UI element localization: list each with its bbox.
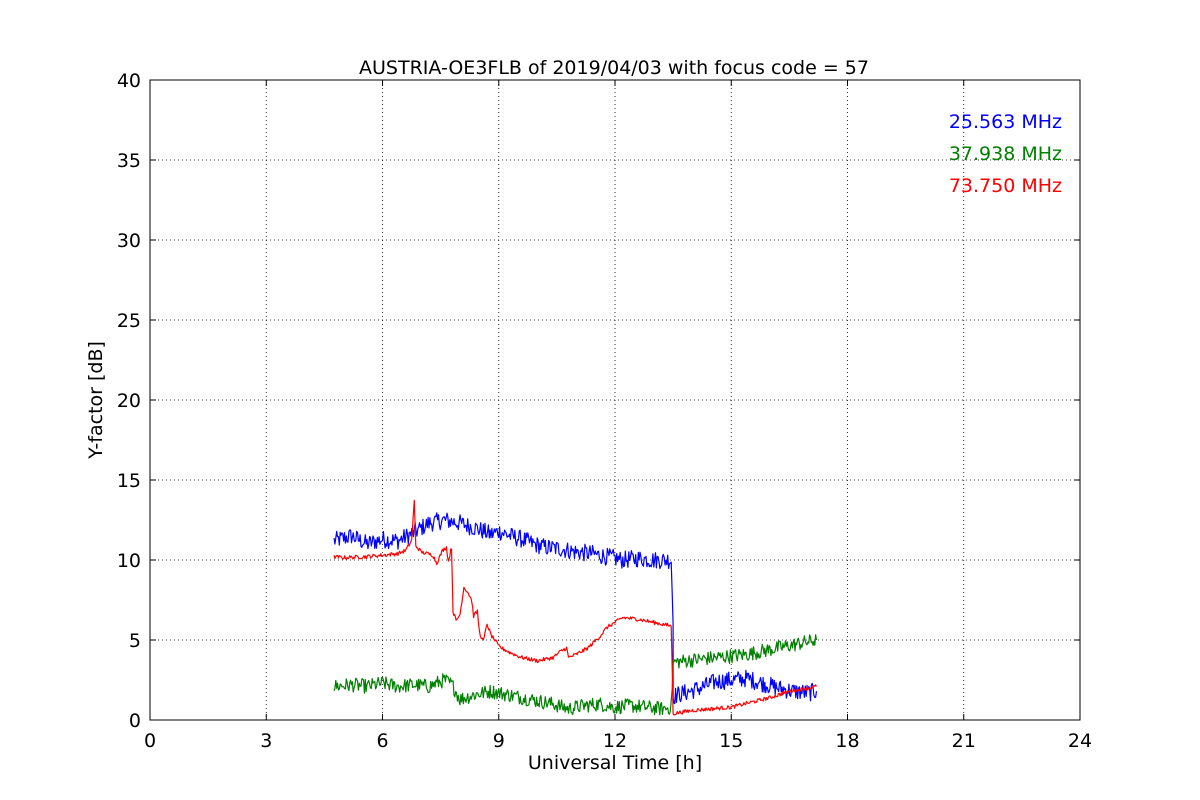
- y-tick-label: 10: [117, 550, 141, 572]
- series-line-3: [333, 499, 818, 716]
- grid: [150, 80, 1080, 720]
- y-tick-label: 35: [117, 150, 141, 172]
- chart-title: AUSTRIA-OE3FLB of 2019/04/03 with focus …: [359, 57, 869, 79]
- series-line-1: [333, 512, 818, 705]
- x-tick-label: 0: [144, 730, 156, 752]
- x-tick-label: 12: [603, 730, 627, 752]
- y-tick-label: 15: [117, 470, 141, 492]
- x-tick-label: 24: [1068, 730, 1092, 752]
- series-lines: [333, 499, 818, 716]
- legend-entry-1: 25.563 MHz: [949, 111, 1062, 133]
- legend: 25.563 MHz 37.938 MHz 73.750 MHz: [949, 111, 1062, 197]
- x-axis-label: Universal Time [h]: [528, 752, 702, 774]
- y-tick-label: 40: [117, 70, 141, 92]
- series-line-2: [333, 634, 818, 716]
- x-tick-label: 9: [493, 730, 505, 752]
- x-tick-label: 3: [260, 730, 272, 752]
- x-tick-label: 18: [835, 730, 859, 752]
- x-tick-label: 21: [952, 730, 976, 752]
- y-tick-label: 5: [129, 630, 141, 652]
- legend-entry-3: 73.750 MHz: [949, 175, 1062, 197]
- y-tick-label: 30: [117, 230, 141, 252]
- y-tick-label: 25: [117, 310, 141, 332]
- y-tick-label: 0: [129, 710, 141, 732]
- axis-ticks: 0 3 6 9 12 15 18 21 24 0 5 10 15 20 25 30 35 40: [117, 70, 1092, 752]
- y-tick-label: 20: [117, 390, 141, 412]
- y-axis-label: Y-factor [dB]: [85, 341, 107, 460]
- legend-entry-2: 37.938 MHz: [949, 143, 1062, 165]
- x-tick-label: 6: [376, 730, 388, 752]
- x-tick-label: 15: [719, 730, 743, 752]
